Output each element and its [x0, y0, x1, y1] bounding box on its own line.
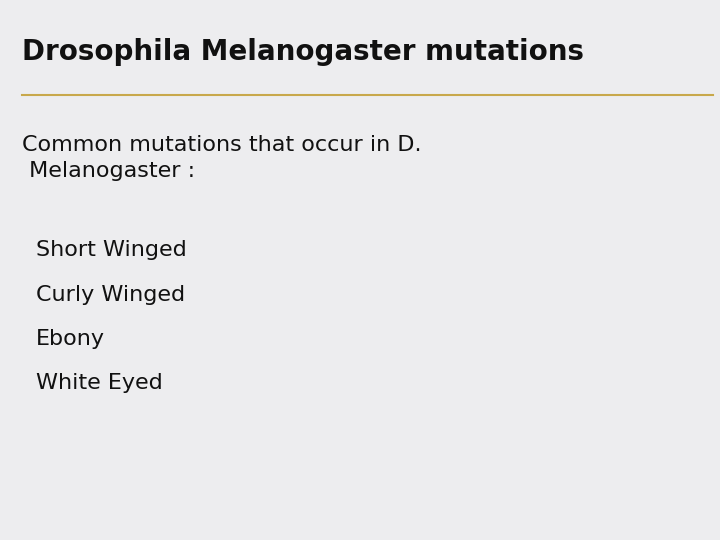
Text: Drosophila Melanogaster mutations: Drosophila Melanogaster mutations — [22, 38, 584, 66]
Text: Ebony: Ebony — [36, 329, 105, 349]
Text: White Eyed: White Eyed — [36, 373, 163, 393]
Text: Curly Winged: Curly Winged — [36, 285, 185, 305]
Text: Common mutations that occur in D.
 Melanogaster :: Common mutations that occur in D. Melano… — [22, 135, 421, 180]
Text: Short Winged: Short Winged — [36, 240, 186, 260]
